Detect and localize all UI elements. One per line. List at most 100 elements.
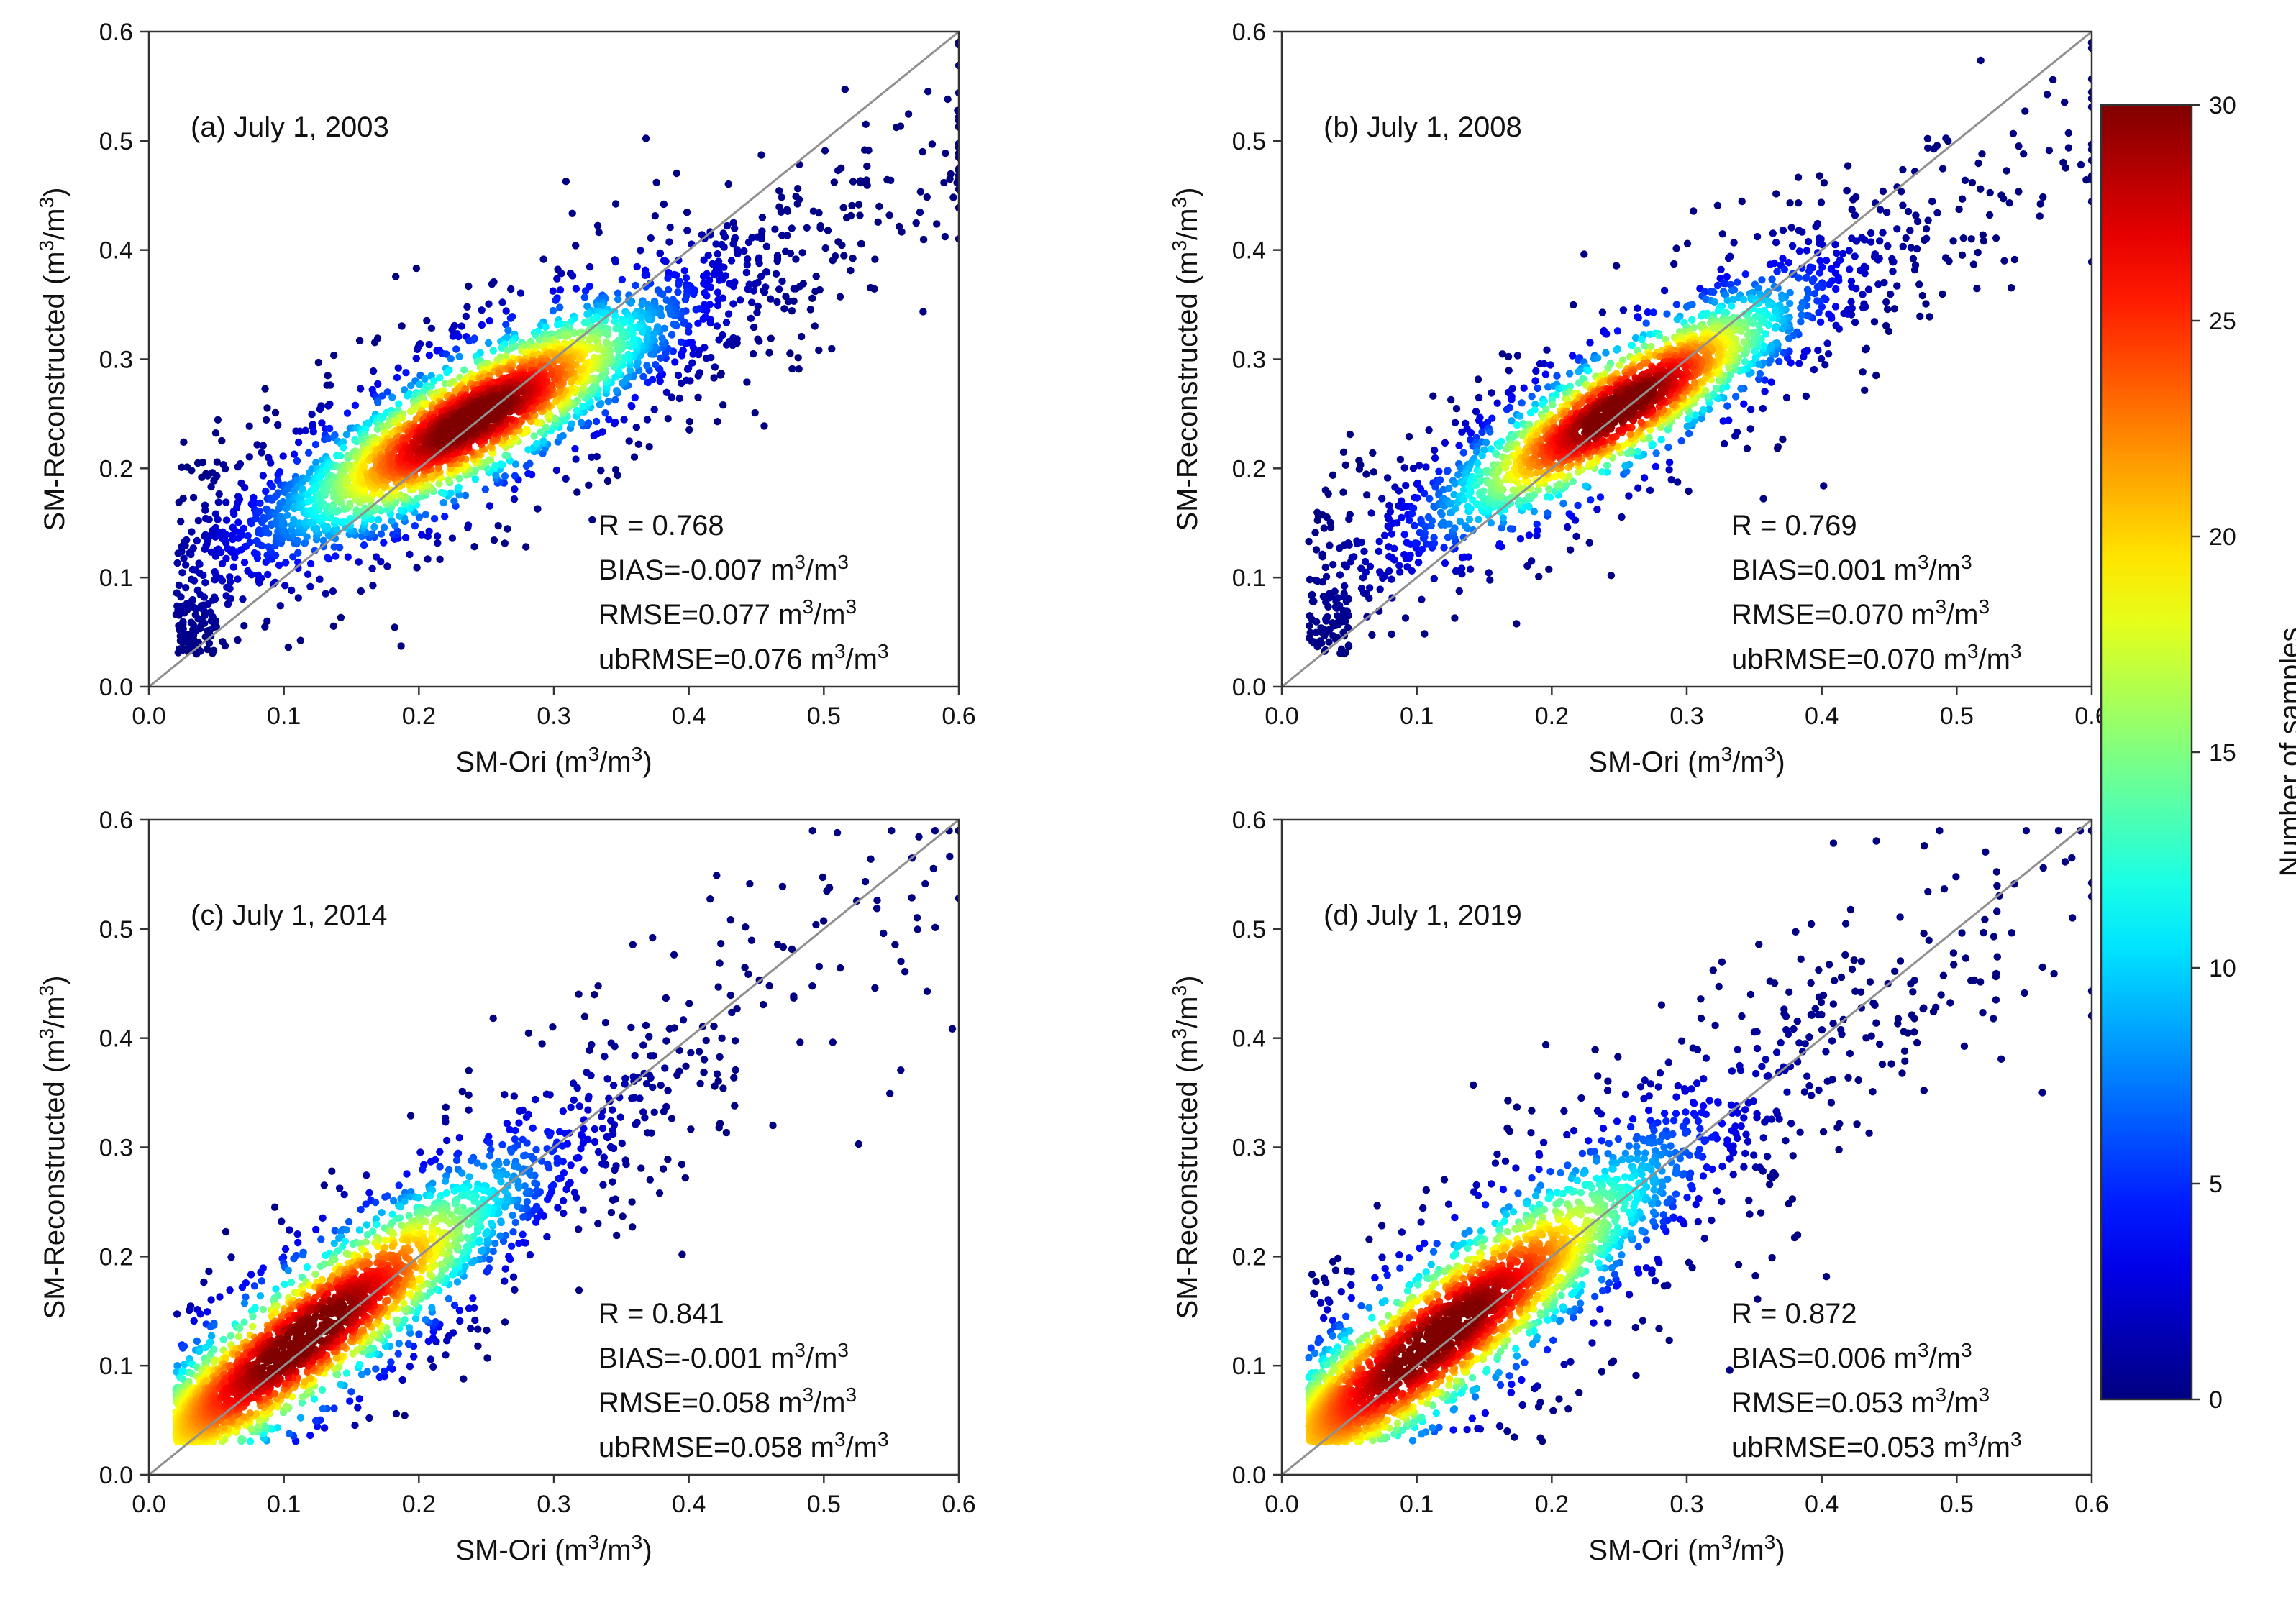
- data-point: [1647, 342, 1655, 351]
- data-point: [1890, 305, 1899, 313]
- data-point: [1362, 470, 1370, 478]
- data-point: [862, 120, 870, 128]
- data-point: [751, 408, 759, 417]
- data-point: [460, 366, 468, 374]
- data-point: [274, 421, 282, 429]
- data-point: [1923, 134, 1932, 142]
- data-point: [1638, 335, 1646, 344]
- data-point: [180, 438, 188, 446]
- data-point: [1773, 268, 1781, 275]
- data-point: [1772, 190, 1780, 198]
- data-point: [652, 178, 660, 186]
- data-point: [1390, 544, 1398, 552]
- x-tick-label: 0.6: [942, 703, 975, 730]
- x-tick-label: 0.0: [132, 703, 165, 730]
- data-point: [656, 250, 664, 257]
- data-point: [724, 310, 733, 318]
- data-point: [1958, 251, 1967, 259]
- data-point: [1775, 357, 1783, 365]
- data-point: [775, 285, 783, 293]
- data-point: [1831, 303, 1840, 311]
- data-point: [1899, 201, 1907, 209]
- data-point: [1665, 458, 1674, 467]
- data-point: [2005, 199, 2013, 207]
- data-point: [1456, 517, 1464, 526]
- data-point: [572, 285, 580, 293]
- data-point: [324, 434, 332, 442]
- data-point: [203, 645, 211, 654]
- data-point: [324, 554, 332, 562]
- data-point: [194, 516, 203, 525]
- data-point: [812, 273, 820, 280]
- data-point: [1341, 582, 1349, 590]
- data-point: [1924, 144, 1932, 152]
- data-point: [1634, 304, 1641, 312]
- data-point: [323, 503, 332, 511]
- data-point: [1724, 350, 1732, 358]
- data-point: [1598, 468, 1606, 476]
- data-point: [680, 267, 688, 275]
- data-point: [223, 583, 231, 591]
- data-point: [572, 455, 580, 463]
- data-point: [1339, 448, 1348, 456]
- data-point: [552, 296, 560, 304]
- data-point: [1977, 185, 1985, 193]
- data-point: [1459, 449, 1467, 457]
- data-point: [445, 476, 452, 484]
- data-point: [1495, 480, 1504, 488]
- data-point: [571, 444, 579, 453]
- data-point: [1625, 492, 1633, 500]
- data-point: [611, 418, 619, 426]
- data-point: [671, 358, 679, 366]
- data-point: [352, 506, 360, 514]
- x-tick-label: 0.3: [537, 703, 570, 730]
- data-point: [2015, 142, 2023, 150]
- data-point: [670, 320, 678, 329]
- data-point: [1740, 338, 1748, 346]
- x-axis-label-part: 3: [588, 743, 600, 765]
- data-point: [1365, 584, 1374, 592]
- data-point: [1783, 354, 1792, 362]
- data-point: [1520, 384, 1528, 392]
- data-point: [343, 409, 352, 417]
- data-point: [506, 314, 515, 322]
- data-point: [1460, 495, 1468, 503]
- data-point: [1455, 587, 1464, 595]
- data-point: [1767, 356, 1775, 364]
- x-tick-label: 0.1: [267, 703, 301, 730]
- data-point: [1911, 261, 1920, 269]
- data-point: [719, 331, 726, 339]
- data-point: [1334, 594, 1342, 602]
- data-point: [604, 398, 612, 406]
- data-point: [1362, 568, 1370, 576]
- data-point: [788, 365, 796, 373]
- data-point: [1939, 290, 1946, 298]
- data-point: [1438, 511, 1446, 518]
- data-point: [729, 240, 737, 248]
- data-point: [234, 518, 242, 526]
- data-point: [955, 204, 959, 212]
- data-point: [1586, 339, 1594, 347]
- data-point: [222, 516, 231, 524]
- data-point: [1766, 260, 1775, 268]
- data-point: [377, 530, 386, 538]
- data-point: [625, 437, 633, 445]
- data-point: [1728, 296, 1737, 304]
- data-point: [1388, 554, 1396, 562]
- data-point: [1553, 372, 1561, 380]
- data-point: [190, 577, 199, 585]
- data-point: [1924, 216, 1932, 224]
- data-point: [1986, 188, 1994, 197]
- data-point: [383, 562, 391, 570]
- data-point: [1306, 575, 1314, 584]
- data-point: [754, 335, 762, 343]
- data-point: [309, 428, 317, 436]
- data-point: [1848, 206, 1856, 214]
- data-point: [1613, 346, 1621, 354]
- data-point: [1756, 370, 1764, 378]
- data-point: [1451, 614, 1459, 622]
- data-point: [193, 586, 201, 595]
- data-point: [1813, 283, 1821, 291]
- data-point: [1350, 553, 1358, 561]
- data-point: [427, 382, 436, 390]
